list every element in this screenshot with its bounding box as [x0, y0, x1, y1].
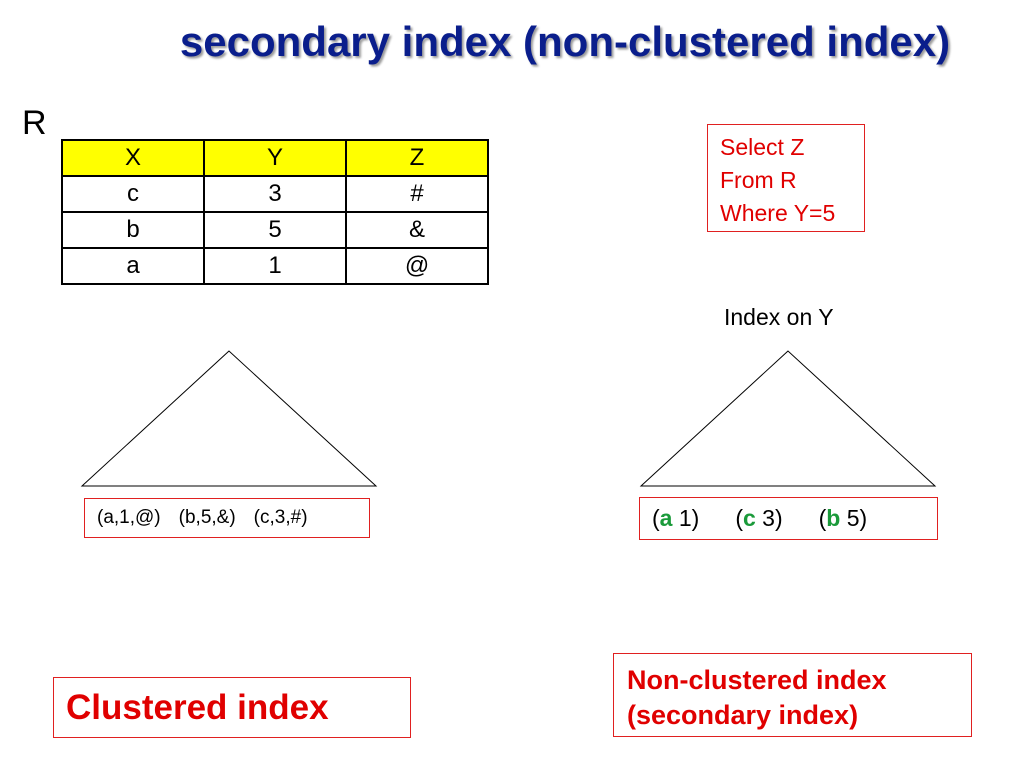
sql-query-box: Select Z From R Where Y=5: [707, 124, 865, 232]
table-cell: 1: [203, 247, 347, 285]
clustered-index-caption: Clustered index: [53, 677, 411, 738]
entry-key: b: [826, 505, 841, 531]
leaf-entry: (b 5): [819, 505, 868, 532]
table-cell: a: [61, 247, 205, 285]
leaf-entry: (a,1,@): [97, 507, 161, 528]
column-header: Y: [203, 139, 347, 177]
entry-open-paren: (: [818, 505, 827, 531]
entry-key: a: [659, 505, 673, 531]
table-cell: c: [61, 175, 205, 213]
table-row: a 1 @: [61, 247, 489, 285]
table-row: c 3 #: [61, 175, 489, 213]
clustered-index-tree: [80, 350, 378, 487]
entry-open-paren: (: [735, 505, 743, 531]
entry-open-paren: (: [652, 505, 660, 531]
index-on-y-label: Index on Y: [724, 304, 834, 330]
table-cell: 3: [203, 175, 347, 213]
table-cell: b: [61, 211, 205, 249]
table-cell: 5: [203, 211, 347, 249]
table-row: b 5 &: [61, 211, 489, 249]
caption-line: (secondary index): [627, 700, 859, 730]
table-cell: &: [345, 211, 489, 249]
table-cell: #: [345, 175, 489, 213]
query-line: Select Z: [720, 134, 805, 160]
query-line: Where Y=5: [720, 200, 836, 226]
query-line: From R: [720, 167, 797, 193]
leaf-entry: (c,3,#): [253, 507, 308, 528]
relation-table: X Y Z c 3 # b 5 & a 1 @: [61, 139, 489, 285]
nonclustered-index-caption: Non-clustered index (secondary index): [613, 653, 972, 737]
table-header-row: X Y Z: [61, 139, 489, 177]
leaf-entry: (c 3): [735, 505, 782, 532]
entry-key: c: [742, 505, 756, 531]
secondary-leaf-entries: (a 1) (c 3) (b 5): [639, 497, 938, 540]
slide-title: secondary index (non-clustered index): [179, 18, 951, 65]
secondary-index-tree: [639, 350, 937, 487]
leaf-entry: (b,5,&): [178, 507, 236, 528]
table-cell: @: [345, 247, 489, 285]
entry-value: 5): [840, 505, 868, 531]
relation-name: R: [22, 104, 47, 142]
leaf-entry: (a 1): [652, 505, 699, 532]
entry-value: 3): [755, 505, 783, 531]
column-header: Z: [345, 139, 489, 177]
clustered-leaf-entries: (a,1,@) (b,5,&) (c,3,#): [84, 498, 370, 538]
caption-line: Non-clustered index: [627, 665, 887, 695]
entry-value: 1): [672, 505, 700, 531]
column-header: X: [61, 139, 205, 177]
